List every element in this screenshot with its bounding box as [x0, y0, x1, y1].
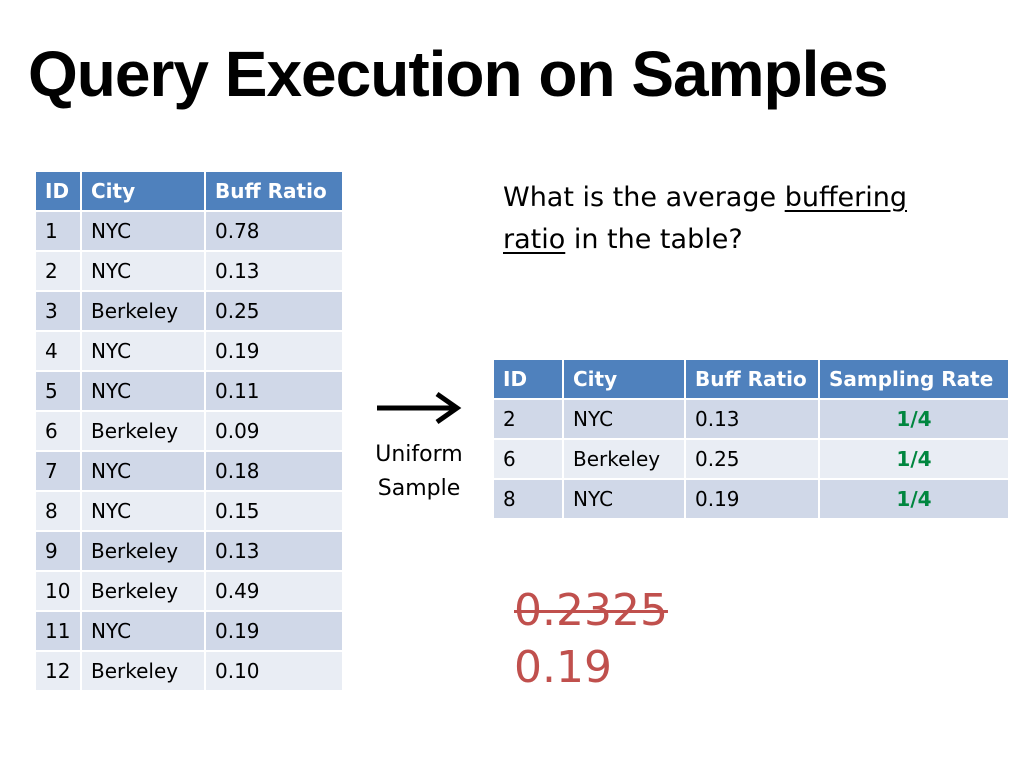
cell-buff-ratio: 0.19 [684, 478, 820, 520]
arrow-label-line2: Sample [377, 476, 461, 501]
column-header-buff-ratio: Buff Ratio [204, 170, 344, 212]
column-header-id: ID [492, 358, 564, 400]
cell-city: NYC [562, 478, 686, 520]
cell-id: 2 [492, 398, 564, 440]
cell-buff-ratio: 0.18 [204, 450, 344, 492]
column-header-city: City [562, 358, 686, 400]
table-row: 9 Berkeley 0.13 [34, 530, 344, 572]
table-row: 10 Berkeley 0.49 [34, 570, 344, 612]
cell-id: 6 [492, 438, 564, 480]
table-row: 5 NYC 0.11 [34, 370, 344, 412]
cell-buff-ratio: 0.13 [684, 398, 820, 440]
table-row: 6 Berkeley 0.09 [34, 410, 344, 452]
cell-city: Berkeley [80, 410, 206, 452]
cell-buff-ratio: 0.25 [204, 290, 344, 332]
table-row: 2 NYC 0.13 1/4 [492, 398, 1010, 440]
column-header-buff-ratio: Buff Ratio [684, 358, 820, 400]
cell-id: 8 [492, 478, 564, 520]
cell-sampling-rate: 1/4 [818, 398, 1010, 440]
cell-city: NYC [80, 370, 206, 412]
full-data-table: ID City Buff Ratio 1 NYC 0.78 2 NYC 0.13 3 Berk… [34, 170, 344, 692]
table-row: 11 NYC 0.19 [34, 610, 344, 652]
cell-sampling-rate: 1/4 [818, 438, 1010, 480]
cell-city: Berkeley [80, 530, 206, 572]
cell-city: Berkeley [80, 650, 206, 692]
question-prefix: What is the average [503, 182, 785, 213]
answer-value: 0.19 [514, 642, 612, 693]
table-header-row: ID City Buff Ratio [34, 170, 344, 212]
cell-city: NYC [80, 210, 206, 252]
cell-city: Berkeley [80, 570, 206, 612]
cell-buff-ratio: 0.19 [204, 610, 344, 652]
cell-buff-ratio: 0.13 [204, 530, 344, 572]
cell-city: NYC [80, 250, 206, 292]
struck-answer-value: 0.2325 [514, 585, 668, 636]
cell-id: 1 [34, 210, 82, 252]
cell-buff-ratio: 0.49 [204, 570, 344, 612]
cell-city: NYC [562, 398, 686, 440]
cell-buff-ratio: 0.10 [204, 650, 344, 692]
table-header-row: ID City Buff Ratio Sampling Rate [492, 358, 1010, 400]
cell-id: 2 [34, 250, 82, 292]
cell-id: 6 [34, 410, 82, 452]
cell-city: NYC [80, 610, 206, 652]
column-header-id: ID [34, 170, 82, 212]
cell-id: 4 [34, 330, 82, 372]
arrow-label-line1: Uniform [375, 442, 463, 467]
table-row: 6 Berkeley 0.25 1/4 [492, 438, 1010, 480]
table-row: 8 NYC 0.19 1/4 [492, 478, 1010, 520]
cell-id: 5 [34, 370, 82, 412]
cell-city: NYC [80, 330, 206, 372]
cell-id: 8 [34, 490, 82, 532]
cell-buff-ratio: 0.25 [684, 438, 820, 480]
question-underlined-buffering: buffering [784, 182, 908, 213]
cell-id: 10 [34, 570, 82, 612]
table-row: 4 NYC 0.19 [34, 330, 344, 372]
table-row: 1 NYC 0.78 [34, 210, 344, 252]
cell-city: Berkeley [562, 438, 686, 480]
sample-table: ID City Buff Ratio Sampling Rate 2 NYC 0.1… [492, 358, 1010, 520]
column-header-city: City [80, 170, 206, 212]
uniform-sample-label: Uniform Sample [362, 438, 476, 506]
cell-city: NYC [80, 490, 206, 532]
cell-buff-ratio: 0.19 [204, 330, 344, 372]
cell-buff-ratio: 0.11 [204, 370, 344, 412]
table-row: 7 NYC 0.18 [34, 450, 344, 492]
cell-id: 3 [34, 290, 82, 332]
cell-city: NYC [80, 450, 206, 492]
cell-id: 9 [34, 530, 82, 572]
right-arrow-icon [377, 391, 462, 425]
question-suffix: in the table? [565, 224, 743, 255]
cell-id: 11 [34, 610, 82, 652]
cell-buff-ratio: 0.78 [204, 210, 344, 252]
table-row: 3 Berkeley 0.25 [34, 290, 344, 332]
question-text: What is the average buffering ratio in th… [503, 177, 943, 261]
cell-sampling-rate: 1/4 [818, 478, 1010, 520]
cell-buff-ratio: 0.15 [204, 490, 344, 532]
cell-id: 7 [34, 450, 82, 492]
slide-title: Query Execution on Samples [28, 38, 889, 110]
table-row: 2 NYC 0.13 [34, 250, 344, 292]
cell-buff-ratio: 0.09 [204, 410, 344, 452]
column-header-sampling-rate: Sampling Rate [818, 358, 1010, 400]
cell-buff-ratio: 0.13 [204, 250, 344, 292]
cell-id: 12 [34, 650, 82, 692]
cell-city: Berkeley [80, 290, 206, 332]
question-underlined-ratio: ratio [503, 224, 566, 255]
table-row: 12 Berkeley 0.10 [34, 650, 344, 692]
table-row: 8 NYC 0.15 [34, 490, 344, 532]
